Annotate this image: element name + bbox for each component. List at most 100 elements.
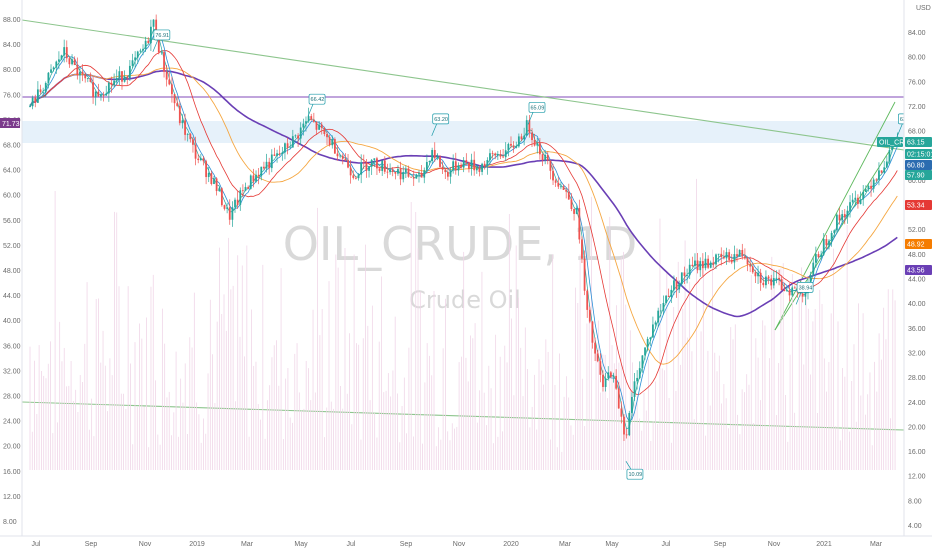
candle-body [76,64,79,76]
candle-body [507,143,510,151]
volume-layer [29,178,896,470]
candle-body [436,156,439,159]
candle-body [236,199,239,205]
channel-upper-line[interactable] [774,101,896,331]
candle-body [615,375,618,389]
candle-body [552,170,554,181]
candle-body [830,232,833,241]
time-tick-label: Jul [32,541,41,548]
candle-body [565,189,568,192]
callout-connector [431,123,438,137]
candle-body [81,71,84,75]
candle-body [581,239,583,259]
right-price-badge [877,137,903,147]
time-tick-label: Mar [241,541,254,548]
right-price-badge [905,137,932,147]
candle-body [494,153,497,156]
candle-body [749,264,752,267]
candle-body [452,161,455,171]
right-tick-label: 32.00 [908,350,926,357]
candle-body [730,259,733,263]
candle-body [680,272,683,285]
callout-box [308,93,326,105]
bottom-axis-panel [0,536,932,550]
time-tick-label: May [605,541,619,548]
callout-box [796,281,814,293]
candle-body [63,47,66,56]
right-tick-label: 76.00 [908,79,926,86]
candle-body [294,135,297,137]
candle-body [194,144,197,159]
candle-body [276,153,278,156]
candle-body [481,163,483,172]
candle-body [528,120,531,133]
time-tick-label: Nov [453,541,466,548]
candle-body [126,76,129,79]
candle-body [205,161,207,178]
candle-body [268,161,271,169]
left-tick-label: 64.00 [3,168,21,175]
candle-body [36,89,39,103]
candle-body [765,276,767,286]
candle-body [312,119,315,122]
candle-body [533,140,536,146]
candle-body [315,121,318,130]
right-price-text: 02:15:01 [907,152,932,159]
candle-body [675,280,678,290]
upper-trend-line[interactable] [21,19,905,151]
callout-connector [795,292,802,305]
candle-body [691,264,694,267]
candle-body [128,65,131,79]
candle-body [39,89,42,93]
candle-body [814,254,817,263]
candle-body [115,77,118,81]
right-tick-label: 28.00 [908,375,926,382]
candle-body [165,71,168,80]
candle-body [573,209,575,214]
candle-body [110,82,113,85]
currency-label: USD [916,5,931,12]
candle-body [546,154,549,161]
candle-body [336,153,339,157]
candle-body [583,258,586,291]
callout-box [432,113,450,125]
candle-body [171,84,173,95]
candle-body [728,252,731,260]
candle-body [433,149,436,159]
candle-body [857,197,859,205]
callout-connector [307,104,314,117]
left-axis-ticks: 88.0084.0080.0076.0072.0068.0064.0060.00… [3,17,21,526]
candle-body [333,139,336,154]
candle-body [812,262,815,276]
candle-body [591,321,594,343]
candle-body [121,71,123,82]
candle-body [439,156,441,167]
candle-body [68,58,71,65]
candle-body [854,197,857,200]
candle-body [870,185,872,189]
candle-body [139,50,142,52]
left-tick-label: 16.00 [3,469,21,476]
candle-body [775,277,778,279]
right-tick-label: 48.00 [908,252,926,259]
candle-body [44,82,47,92]
right-price-text: 63.15 [907,140,925,147]
candle-body [178,105,181,124]
candle-body [136,51,139,58]
candle-body [241,190,244,192]
right-tick-label: 36.00 [908,326,926,333]
candle-body [231,207,234,220]
candle-body [71,59,73,65]
right-price-text: 57.90 [907,173,925,180]
left-price-badge [0,118,20,128]
candle-body [352,175,355,178]
candle-body [520,136,523,140]
candle-body [617,388,620,409]
candle-body [92,81,94,98]
candle-body [470,159,473,169]
right-tick-label: 52.00 [908,227,926,234]
left-tick-label: 28.00 [3,394,21,401]
candle-body [657,310,660,323]
